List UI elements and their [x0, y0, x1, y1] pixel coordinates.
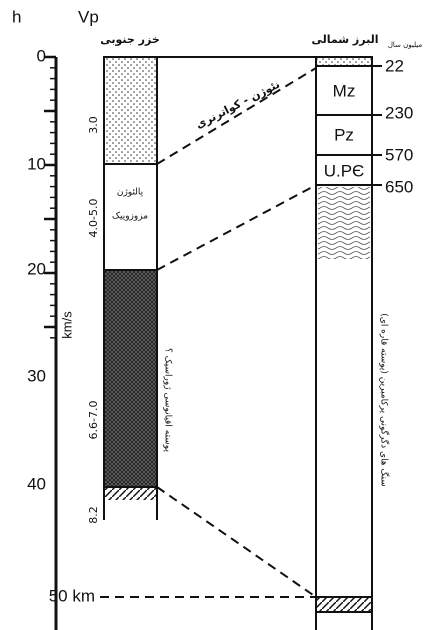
left-column [104, 57, 157, 520]
velocity: 8.2 [87, 506, 100, 524]
ages: 22 230 570 650 [385, 56, 413, 196]
velocity-symbol: Vp [78, 7, 99, 26]
depth-label: 50 km [49, 586, 95, 605]
depth-label: 40 [27, 474, 46, 493]
diagram: h Vp خزر جنوبی البرز شمالی میلیون سال 0 … [0, 0, 430, 630]
layer-label: مزوزوییک [112, 212, 148, 222]
age: 570 [385, 145, 413, 164]
age-unit: میلیون سال [388, 41, 423, 49]
velocity-unit: km/s [59, 311, 74, 339]
left-title: خزر جنوبی [100, 33, 160, 46]
layer-label: پوسته اقیانوسی ژوراسیک ؟ [163, 348, 173, 452]
depth-symbol: h [12, 7, 21, 26]
unit: U.PЄ [324, 161, 365, 180]
age: 650 [385, 177, 413, 196]
right-title: البرز شمالی [312, 33, 379, 46]
unit: Mz [333, 81, 356, 100]
age: 22 [385, 56, 404, 75]
depth-label: 0 [37, 46, 46, 65]
velocities: 3.0 4.0-5.0 6.6-7.0 8.2 [87, 116, 100, 524]
layer-label: پالئوژن [117, 188, 144, 198]
basement-label: سنگ های دگرگونی پرکامبرین (پوسته قاره ای… [379, 313, 391, 486]
depth-label: 30 [27, 366, 46, 385]
unit: Pz [334, 125, 354, 144]
axis [44, 57, 56, 630]
depth-label: 10 [27, 154, 46, 173]
velocity: 3.0 [87, 116, 100, 134]
velocity: 4.0-5.0 [87, 199, 100, 238]
depth-label: 20 [27, 259, 46, 278]
velocity: 6.6-7.0 [87, 401, 100, 440]
age: 230 [385, 103, 413, 122]
middle-label: نئوژن - کواترنری [194, 78, 282, 132]
